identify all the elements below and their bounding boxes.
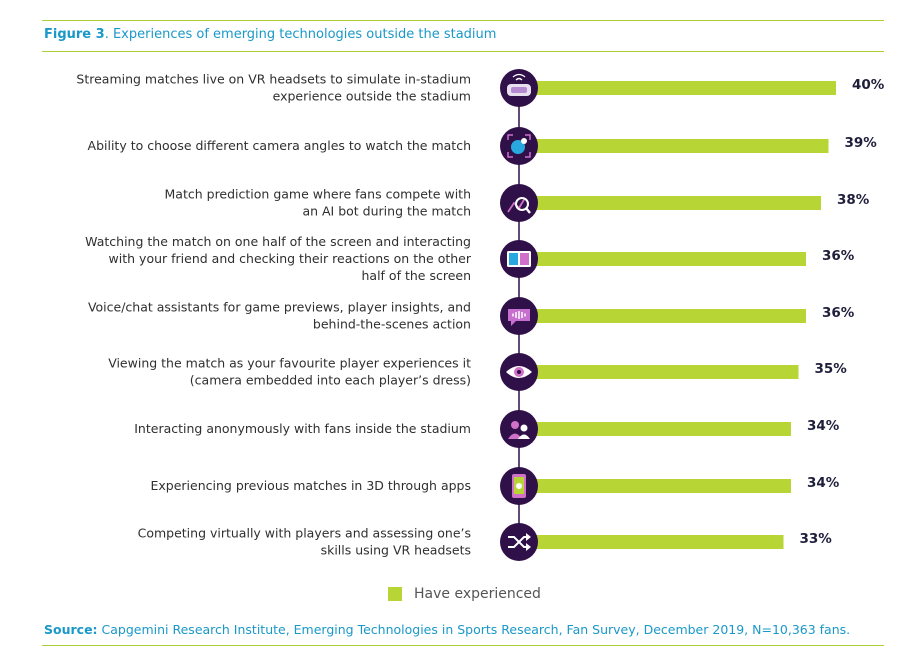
figure-title: Figure 3. Experiences of emerging techno… xyxy=(44,27,496,42)
category-label: Match prediction game where fans compete… xyxy=(165,187,471,202)
value-label: 40% xyxy=(852,77,885,93)
shuffle-icon xyxy=(500,523,538,561)
player-eye-icon xyxy=(500,353,538,391)
source-note: Source: Capgemini Research Institute, Em… xyxy=(44,622,850,637)
legend-label: Have experienced xyxy=(414,586,541,602)
value-label: 34% xyxy=(807,475,840,491)
category-label: Ability to choose different camera angle… xyxy=(88,138,471,153)
value-label: 33% xyxy=(800,531,833,547)
camera-angle-icon xyxy=(500,127,538,165)
category-label: experience outside the stadium xyxy=(273,89,471,104)
value-label: 36% xyxy=(822,305,855,321)
bar xyxy=(536,252,806,266)
category-label: an AI bot during the match xyxy=(302,204,471,219)
top-rule xyxy=(42,20,884,21)
vr-headset-icon xyxy=(500,69,538,107)
figure-label: Figure 3 xyxy=(44,27,105,42)
legend: Have experienced xyxy=(388,586,541,602)
category-label: Voice/chat assistants for game previews,… xyxy=(88,300,471,315)
bar-chart: 40% Streaming matches live on VR headsets… xyxy=(76,69,885,561)
bar xyxy=(536,196,821,210)
category-label: (camera embedded into each player’s dres… xyxy=(190,373,471,388)
category-label: Watching the match on one half of the sc… xyxy=(85,234,471,249)
category-label: half of the screen xyxy=(362,268,472,283)
bar xyxy=(536,535,784,549)
split-screen-icon xyxy=(500,240,538,278)
bottom-rule xyxy=(42,645,884,646)
value-label: 36% xyxy=(822,248,855,264)
category-label: skills using VR headsets xyxy=(321,543,471,558)
category-label: Viewing the match as your favourite play… xyxy=(108,356,471,371)
bar xyxy=(536,422,791,436)
prediction-chart-icon xyxy=(500,184,538,222)
value-label: 39% xyxy=(845,135,878,151)
category-label: Streaming matches live on VR headsets to… xyxy=(76,72,471,87)
voice-chat-icon xyxy=(500,297,538,335)
bar xyxy=(536,365,799,379)
source-text: Capgemini Research Institute, Emerging T… xyxy=(97,622,851,637)
category-label: with your friend and checking their reac… xyxy=(109,251,472,266)
value-label: 38% xyxy=(837,192,870,208)
category-label: Experiencing previous matches in 3D thro… xyxy=(151,478,472,493)
anonymous-fans-icon xyxy=(500,410,538,448)
bar xyxy=(536,479,791,493)
value-label: 35% xyxy=(815,361,848,377)
source-label: Source: xyxy=(44,622,98,637)
3d-phone-icon xyxy=(500,467,538,505)
category-label: Interacting anonymously with fans inside… xyxy=(134,421,471,436)
title-rule xyxy=(42,51,884,52)
figure-caption: . Experiences of emerging technologies o… xyxy=(104,27,497,42)
category-label: Competing virtually with players and ass… xyxy=(138,526,471,541)
bar xyxy=(536,81,836,95)
bar xyxy=(536,309,806,323)
category-label: behind-the-scenes action xyxy=(313,317,471,332)
value-label: 34% xyxy=(807,418,840,434)
legend-swatch xyxy=(388,587,402,601)
bar xyxy=(536,139,829,153)
